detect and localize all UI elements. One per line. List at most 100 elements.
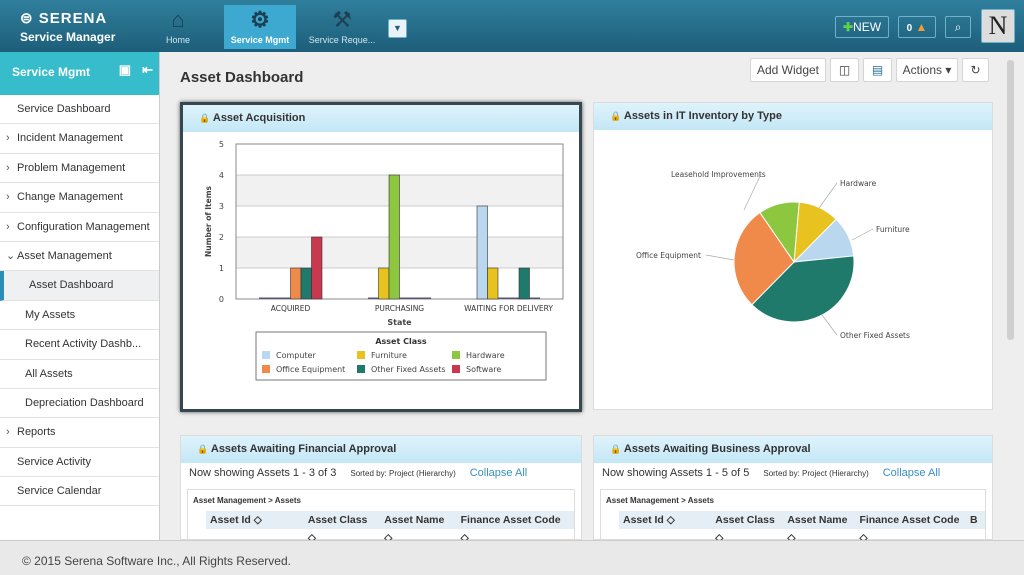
- sidebar-item-label: Asset Management: [17, 249, 112, 262]
- collapse-all-link[interactable]: Collapse All: [469, 467, 528, 479]
- bar[interactable]: [529, 297, 541, 300]
- legend-label[interactable]: Hardware: [466, 351, 505, 360]
- y-tick-label: 2: [219, 233, 224, 242]
- nav-service-mgmt[interactable]: ⚙ Service Mgmt: [224, 5, 296, 49]
- top-header: ⊜ SERENA Service Manager ⌂ Home ⚙ Service …: [0, 0, 1024, 52]
- sidebar-item[interactable]: Service Activity: [0, 448, 159, 478]
- sidebar-item[interactable]: Service Calendar: [0, 477, 159, 507]
- sidebar-item[interactable]: Service Dashboard: [0, 95, 159, 125]
- bar[interactable]: [399, 297, 411, 300]
- legend-label[interactable]: Computer: [276, 351, 316, 360]
- column-header[interactable]: Asset Name ◇: [384, 514, 445, 544]
- column-header[interactable]: B: [970, 514, 978, 526]
- page-title: Asset Dashboard: [180, 69, 304, 86]
- widget-header[interactable]: 🔒 Assets Awaiting Business Approval: [594, 436, 992, 463]
- actions-label: Actions: [902, 63, 942, 77]
- columns-icon: ◫: [838, 63, 851, 77]
- pie-slice[interactable]: [733, 211, 795, 306]
- bar[interactable]: [378, 267, 390, 300]
- bar[interactable]: [518, 267, 530, 300]
- x-tick-label: WAITING FOR DELIVERY: [464, 304, 553, 313]
- panel-toggle-icon[interactable]: ▣: [118, 62, 131, 77]
- collapse-all-link[interactable]: Collapse All: [882, 467, 941, 479]
- avatar[interactable]: N: [981, 9, 1015, 43]
- sidebar-item[interactable]: Depreciation Dashboard: [0, 389, 159, 419]
- showing-count: Now showing Assets 1 - 5 of 5: [602, 467, 750, 479]
- collapse-sidebar-icon[interactable]: ⇤: [142, 62, 153, 77]
- pie-slice[interactable]: [751, 255, 855, 323]
- legend-label[interactable]: Office Equipment: [276, 365, 345, 374]
- sorted-by: Sorted by: Project (Hierarchy): [763, 469, 869, 478]
- legend-label[interactable]: Furniture: [371, 351, 407, 360]
- bar[interactable]: [280, 297, 291, 300]
- sidebar-item[interactable]: › Reports: [0, 418, 159, 448]
- sidebar-item[interactable]: › Configuration Management: [0, 213, 159, 242]
- nav-more-dropdown[interactable]: ▼: [388, 19, 407, 38]
- sidebar-item[interactable]: ⌄ Asset Management: [0, 242, 159, 272]
- dashboard-settings-button[interactable]: ▤: [863, 58, 892, 82]
- sidebar-header: Service Mgmt ▣ ⇤: [0, 52, 159, 95]
- search-icon: ⌕: [954, 20, 962, 34]
- nav-home[interactable]: ⌂ Home: [142, 5, 214, 49]
- sidebar-item-label: Incident Management: [17, 132, 123, 145]
- bar[interactable]: [311, 236, 323, 300]
- chevron-right-icon: ›: [6, 426, 10, 439]
- refresh-button[interactable]: ↻: [962, 58, 989, 82]
- widget-header[interactable]: 🔒 Assets Awaiting Financial Approval: [181, 436, 581, 463]
- bar[interactable]: [290, 267, 302, 300]
- layout-button[interactable]: ◫: [830, 58, 859, 82]
- bar[interactable]: [420, 297, 432, 300]
- widget-header[interactable]: 🔒 Asset Acquisition: [183, 105, 579, 132]
- nav-service-requests[interactable]: ⚒ Service Reque...: [306, 5, 378, 49]
- widget-header[interactable]: 🔒 Assets in IT Inventory by Type: [594, 103, 992, 130]
- notifications-button[interactable]: 0 ▲: [898, 16, 936, 38]
- legend-label[interactable]: Software: [466, 365, 501, 374]
- sidebar-item[interactable]: My Assets: [0, 301, 159, 331]
- legend-label[interactable]: Other Fixed Assets: [371, 365, 446, 374]
- bar[interactable]: [508, 297, 520, 300]
- sidebar-item[interactable]: All Assets: [0, 360, 159, 389]
- column-header[interactable]: Asset Id ◇: [623, 514, 675, 526]
- column-header[interactable]: Finance Asset Code ◇: [460, 514, 561, 544]
- pie-slice[interactable]: [759, 201, 800, 264]
- new-button[interactable]: ✚NEW: [835, 16, 889, 38]
- pie-label: Leasehold Improvements: [671, 170, 766, 179]
- serena-logo[interactable]: ⊜ SERENA Service Manager: [20, 9, 115, 44]
- product-name: Service Manager: [20, 30, 116, 44]
- sidebar-item[interactable]: Asset Dashboard: [0, 271, 159, 301]
- sidebar-item-label: Depreciation Dashboard: [25, 396, 144, 409]
- asset-grid: Asset Management > Assets Asset Id ◇ Asset…: [600, 489, 986, 549]
- column-header[interactable]: Asset Class ◇: [307, 514, 368, 544]
- scrollbar[interactable]: [1007, 60, 1014, 340]
- sidebar-item-label: Asset Dashboard: [29, 279, 114, 292]
- bar[interactable]: [259, 297, 270, 300]
- bar[interactable]: [410, 297, 421, 300]
- showing-count: Now showing Assets 1 - 3 of 3: [189, 467, 337, 479]
- add-widget-button[interactable]: Add Widget: [750, 58, 826, 82]
- column-header[interactable]: Finance Asset Code ◇: [859, 514, 960, 544]
- new-label: NEW: [853, 20, 882, 34]
- sidebar-item[interactable]: Recent Activity Dashb...: [0, 330, 159, 360]
- column-header[interactable]: Asset Class ◇: [715, 514, 775, 544]
- sidebar-title: Service Mgmt: [12, 65, 91, 79]
- column-header[interactable]: Asset Id ◇: [210, 514, 262, 526]
- sidebar-item[interactable]: › Change Management: [0, 183, 159, 213]
- sidebar-item[interactable]: › Incident Management: [0, 124, 159, 154]
- sidebar-item-label: Change Management: [17, 191, 123, 204]
- bar[interactable]: [498, 297, 509, 300]
- sidebar-item-label: Service Calendar: [17, 485, 102, 498]
- bar[interactable]: [300, 267, 312, 300]
- search-button[interactable]: ⌕: [945, 16, 971, 38]
- x-tick-label: PURCHASING: [375, 304, 424, 313]
- bar[interactable]: [388, 174, 400, 300]
- avatar-letter: N: [988, 11, 1008, 40]
- bar[interactable]: [487, 267, 499, 300]
- bar[interactable]: [368, 297, 379, 300]
- widget-title: Assets in IT Inventory by Type: [623, 110, 782, 122]
- asset-grid: Asset Management > Assets Asset Id ◇ Asset…: [187, 489, 575, 549]
- bar[interactable]: [269, 297, 281, 300]
- column-header[interactable]: Asset Name ◇: [787, 514, 848, 544]
- sidebar-item[interactable]: › Problem Management: [0, 154, 159, 184]
- bar[interactable]: [476, 205, 488, 300]
- actions-dropdown[interactable]: Actions ▾: [896, 58, 958, 82]
